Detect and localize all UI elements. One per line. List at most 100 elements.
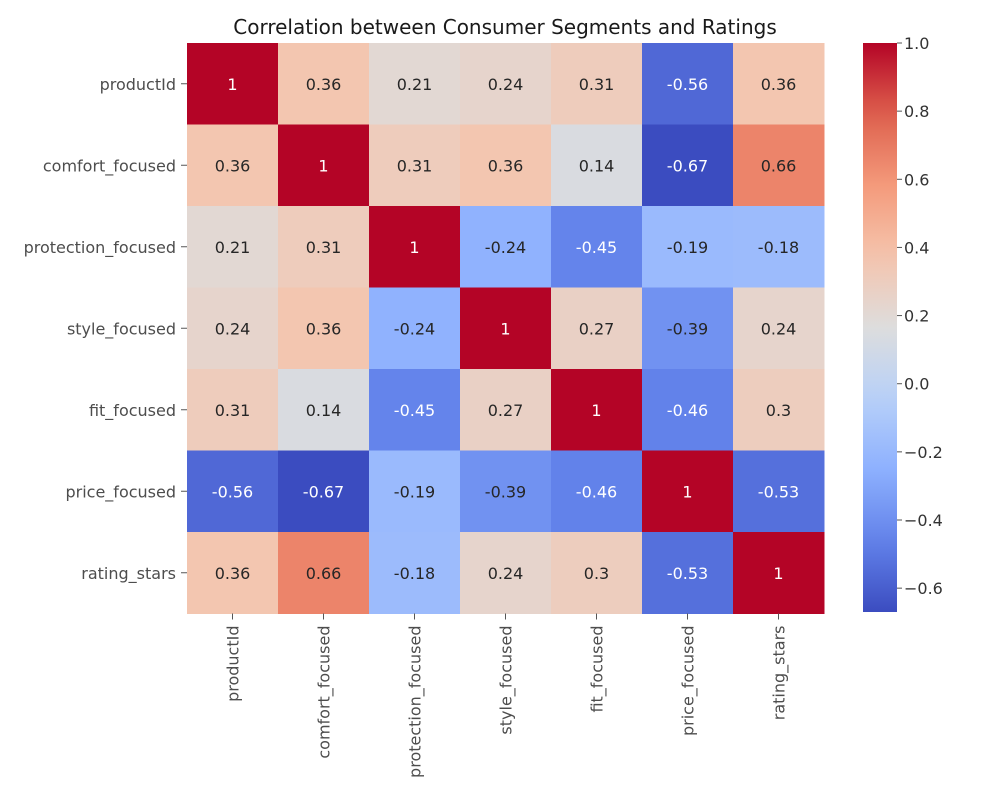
heatmap-cell-comfort_focused-style_focused [460,124,552,207]
heatmap-cell-rating_stars-fit_focused [551,532,643,614]
cell-value-label: -0.19 [667,238,708,257]
cell-value-label: 0.21 [215,238,251,257]
colorbar-tick-label: 0.4 [904,238,929,257]
heatmap-cell-comfort_focused-price_focused [642,124,734,207]
cell-value-label: -0.19 [394,482,435,501]
cell-value-label: 0.36 [215,156,251,175]
heatmap-cell-protection_focused-productId [187,206,279,288]
x-tick-label-productId: productId [224,626,243,702]
heatmap-cell-rating_stars-comfort_focused [278,532,370,614]
heatmap-cell-price_focused-protection_focused [369,450,461,533]
heatmap-cell-price_focused-fit_focused [551,450,643,533]
colorbar: 1.0 0.8 0.6 0.4 0.2 0.0 −0.2 −0.4 −0.6 [863,34,943,612]
cell-value-label: -0.18 [758,238,799,257]
y-axis-tick-labels: productId comfort_focused protection_focus… [24,75,187,584]
heatmap-cell-style_focused-comfort_focused [278,287,370,370]
heatmap-cell-style_focused-rating_stars [733,287,825,370]
cell-value-label: 0.3 [584,564,609,583]
heatmap-cell-price_focused-comfort_focused [278,450,370,533]
heatmap-cell-fit_focused-price_focused [642,369,734,451]
heatmap-cell-rating_stars-price_focused [642,532,734,614]
heatmap-cell-rating_stars-protection_focused [369,532,461,614]
heatmap-cell-protection_focused-style_focused [460,206,552,288]
cell-value-label: 0.21 [397,75,433,94]
cell-value-label: 0.31 [306,238,342,257]
heatmap-cell-productId-rating_stars [733,43,825,125]
heatmap-cell-protection_focused-rating_stars [733,206,825,288]
cell-value-label: -0.24 [394,319,435,338]
cell-value-label: -0.18 [394,564,435,583]
heatmap-cell-style_focused-price_focused [642,287,734,370]
cell-value-label: 0.31 [579,75,615,94]
x-tick-label-comfort_focused: comfort_focused [315,626,335,759]
heatmap-cell-rating_stars-rating_stars [733,532,825,614]
y-tick-label-productId: productId [100,75,176,94]
cell-value-label: 0.36 [761,75,797,94]
heatmap-cell-productId-productId [187,43,279,125]
colorbar-tick-label: −0.2 [904,443,943,462]
colorbar-gradient [863,43,897,612]
heatmap-cell-comfort_focused-protection_focused [369,124,461,207]
cell-value-label: 0.36 [306,319,342,338]
heatmap-cell-protection_focused-comfort_focused [278,206,370,288]
cell-value-label: -0.53 [667,564,708,583]
colorbar-tick-label: 0.6 [904,170,929,189]
cell-value-label: 0.36 [306,75,342,94]
heatmap-cell-productId-comfort_focused [278,43,370,125]
cell-value-label: 1 [591,401,601,420]
colorbar-tick-label: 0.8 [904,102,929,121]
heatmap-cell-productId-protection_focused [369,43,461,125]
cell-value-label: -0.67 [303,482,344,501]
x-tick-label-fit_focused: fit_focused [588,626,608,713]
y-tick-label-rating_stars: rating_stars [81,564,176,584]
heatmap-cell-productId-style_focused [460,43,552,125]
heatmap-cell-productId-fit_focused [551,43,643,125]
cell-value-label: 0.27 [488,401,524,420]
colorbar-tick-label: 1.0 [904,34,929,53]
heatmap-cell-price_focused-price_focused [642,450,734,533]
y-tick-label-style_focused: style_focused [67,319,176,339]
cell-value-label: 0.24 [761,319,797,338]
heatmap-cell-comfort_focused-fit_focused [551,124,643,207]
y-tick-label-comfort_focused: comfort_focused [43,156,176,176]
cell-value-label: 0.14 [306,401,342,420]
heatmap-cell-style_focused-style_focused [460,287,552,370]
heatmap-cell-productId-price_focused [642,43,734,125]
colorbar-tick-label: 0.2 [904,307,929,326]
cell-value-label: -0.39 [485,482,526,501]
heatmap-cell-fit_focused-rating_stars [733,369,825,451]
cell-value-label: 0.24 [488,564,524,583]
heatmap-cells: 1 0.36 0.21 0.24 0.31 -0.56 0.360.36 1 0.31 0.36 0… [187,43,825,614]
cell-value-label: 1 [500,319,510,338]
x-tick-label-protection_focused: protection_focused [406,626,426,778]
cell-value-label: 0.3 [766,401,791,420]
heatmap-cell-comfort_focused-productId [187,124,279,207]
y-tick-label-fit_focused: fit_focused [89,401,176,421]
x-tick-label-price_focused: price_focused [679,626,699,737]
heatmap-cell-fit_focused-fit_focused [551,369,643,451]
cell-value-label: 0.14 [579,156,615,175]
heatmap-cell-comfort_focused-comfort_focused [278,124,370,207]
heatmap-cell-protection_focused-fit_focused [551,206,643,288]
cell-value-label: -0.67 [667,156,708,175]
x-tick-label-style_focused: style_focused [497,626,517,735]
cell-value-label: 1 [409,238,419,257]
cell-value-label: -0.46 [667,401,708,420]
heatmap-cell-fit_focused-style_focused [460,369,552,451]
cell-value-label: 1 [227,75,237,94]
cell-value-label: 0.66 [761,156,797,175]
heatmap-cell-fit_focused-protection_focused [369,369,461,451]
heatmap-cell-style_focused-fit_focused [551,287,643,370]
heatmap-cell-style_focused-productId [187,287,279,370]
x-tick-label-rating_stars: rating_stars [770,626,790,721]
heatmap-cell-rating_stars-style_focused [460,532,552,614]
cell-value-label: -0.45 [394,401,435,420]
cell-value-label: -0.45 [576,238,617,257]
x-axis-tick-labels: productId comfort_focused protection_focus… [224,613,790,778]
cell-value-label: -0.56 [212,482,253,501]
cell-value-label: -0.56 [667,75,708,94]
colorbar-tick-label: −0.4 [904,511,943,530]
y-tick-label-price_focused: price_focused [65,482,176,502]
